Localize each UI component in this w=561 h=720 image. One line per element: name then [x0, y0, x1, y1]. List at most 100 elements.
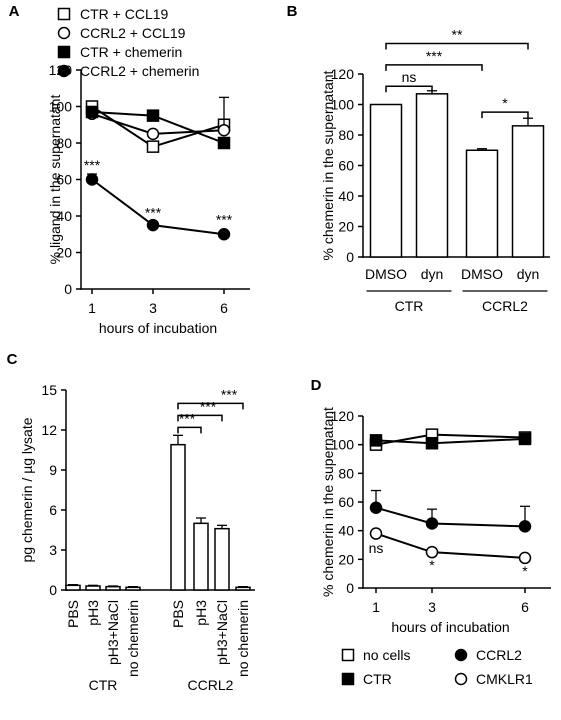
x-axis-label: hours of incubation [99, 320, 217, 336]
y-tick-label: 40 [338, 523, 354, 539]
bar [85, 585, 101, 591]
data-point [369, 434, 383, 447]
significance-bracket: *** [177, 398, 223, 422]
group-label: CCRL2 [482, 298, 528, 314]
panel-letter: B [287, 3, 298, 20]
bar [105, 585, 121, 591]
y-tick-label: 6 [49, 502, 57, 518]
error-bar [108, 585, 118, 587]
data-point [146, 109, 160, 122]
data-point [518, 520, 532, 533]
x-tick-label: 1 [372, 599, 380, 615]
data-point [85, 105, 99, 119]
error-bar [523, 117, 533, 126]
significance-label: *** [221, 386, 238, 402]
y-tick-label: 60 [338, 494, 354, 510]
x-tick-label: no chemerin [235, 600, 251, 677]
bracket-line [177, 402, 244, 410]
y-tick-label: 60 [56, 172, 72, 188]
legend-marker [341, 648, 355, 662]
legend-label: CTR + CCL19 [80, 6, 169, 22]
x-tick-label: PBS [65, 600, 81, 628]
bar [125, 586, 141, 591]
series-ccrl2 [369, 489, 532, 533]
series-line [375, 506, 526, 528]
y-tick-label: 80 [56, 135, 72, 151]
y-tick-label: 80 [338, 127, 354, 143]
y-tick-label: 80 [338, 465, 354, 481]
bar [170, 443, 186, 591]
y-tick-label: 0 [64, 281, 72, 297]
data-point [217, 123, 231, 137]
legend-label: CCRL2 + CCL19 [80, 25, 186, 41]
y-tick-label: 0 [346, 249, 354, 265]
y-tick-label: 100 [49, 99, 73, 115]
significance-label: *** [216, 212, 233, 228]
bar [235, 586, 251, 591]
x-axis-label: hours of incubation [391, 619, 509, 635]
significance-label: *** [426, 48, 443, 64]
data-point [369, 527, 383, 540]
x-tick-label: 3 [428, 599, 436, 615]
data-point [425, 517, 439, 530]
x-tick-label: pH3+NaCl [105, 600, 121, 665]
bar [511, 125, 545, 258]
legend-marker [57, 64, 71, 78]
significance-label: ns [369, 540, 384, 556]
significance-label: *** [145, 204, 162, 220]
y-axis-label: % chemerin in the supernatant [320, 407, 336, 597]
y-tick-label: 40 [56, 208, 72, 224]
error-bar [128, 586, 138, 588]
legend-marker [454, 672, 468, 686]
y-tick-label: 0 [49, 582, 57, 598]
significance-bracket: *** [177, 410, 202, 434]
legend-label: CTR + chemerin [80, 44, 182, 60]
group-label: CCRL2 [188, 677, 234, 693]
data-point [518, 551, 532, 565]
data-point [146, 218, 160, 232]
x-tick-label: DMSO [461, 266, 503, 282]
x-tick-label: pH3 [85, 600, 101, 626]
y-axis-label: % chemerin in the supernatant [320, 70, 336, 260]
x-tick-label: pH3+NaCl [214, 600, 230, 665]
bracket-line [385, 85, 433, 93]
significance-label: * [522, 563, 528, 579]
x-tick-label: dyn [517, 266, 540, 282]
chart-panel-A: A020406080100120% ligand in the supernat… [9, 3, 250, 336]
x-tick-label: PBS [170, 600, 186, 628]
panel-letter: A [9, 3, 20, 20]
x-tick-label: dyn [421, 266, 444, 282]
data-point [146, 127, 160, 141]
significance-label: *** [84, 157, 101, 173]
series-ccrl2-chemerin [85, 173, 231, 241]
chart-panel-B: B 0 20 40 60 80 100 120% chemerin in the supern… [287, 3, 550, 314]
series-line [375, 437, 526, 445]
data-point [425, 436, 439, 450]
x-tick-label: 6 [521, 599, 529, 615]
chart-panel-D: D 0 20 40 60 80 100 120% chemerin in the supern… [311, 377, 551, 635]
error-bar [477, 148, 487, 151]
legend-label: CCRL2 + chemerin [80, 63, 199, 79]
y-tick-label: 100 [331, 97, 355, 113]
significance-label: * [502, 95, 508, 111]
group-label: CTR [395, 298, 424, 314]
significance-label: ns [402, 69, 417, 85]
x-tick-label: 3 [149, 300, 157, 316]
data-point [146, 140, 160, 153]
y-tick-label: 20 [56, 245, 72, 261]
error-bar [217, 524, 227, 529]
panel-letter: D [311, 377, 322, 394]
series-cmklr1 [369, 527, 532, 565]
x-tick-label: DMSO [365, 266, 407, 282]
y-tick-label: 40 [338, 188, 354, 204]
legend-label: no cells [363, 647, 410, 663]
legend-marker [57, 7, 71, 21]
x-tick-label: 6 [220, 300, 228, 316]
data-point [217, 136, 231, 150]
panel-letter: C [7, 351, 18, 368]
data-point [518, 432, 532, 446]
legend-label: CCRL2 [476, 647, 522, 663]
error-bar [196, 517, 206, 524]
